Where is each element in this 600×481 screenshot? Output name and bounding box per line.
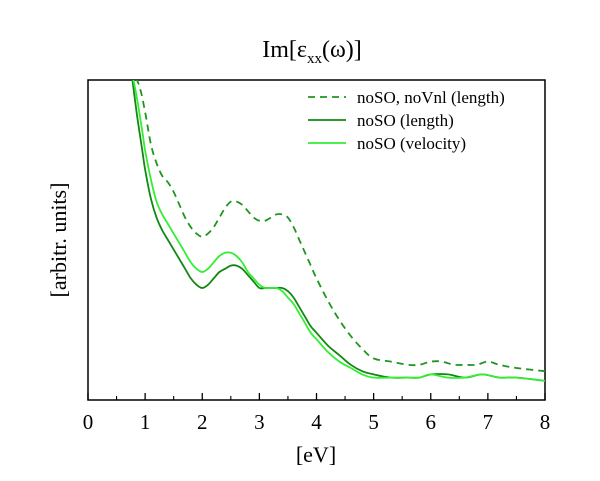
legend-label-noso-velocity: noSO (velocity) bbox=[357, 134, 466, 153]
chart-title-tail: (ω)] bbox=[322, 37, 362, 63]
series-layer bbox=[131, 80, 545, 382]
chart-title-main: Im[ε bbox=[262, 37, 307, 63]
x-tick-label-5: 5 bbox=[368, 410, 379, 434]
legend: noSO, noVnl (length) noSO (length) noSO (v… bbox=[308, 88, 505, 153]
x-axis-label: [eV] bbox=[296, 442, 336, 467]
x-tick-label-6: 6 bbox=[426, 410, 437, 434]
x-tick-label-8: 8 bbox=[540, 410, 551, 434]
x-tick-label-3: 3 bbox=[254, 410, 265, 434]
series-line-noso-novnl-length bbox=[135, 80, 545, 373]
series-line-noso-length bbox=[131, 80, 545, 382]
x-tick-label-7: 7 bbox=[483, 410, 494, 434]
chart-title: Im[εxx(ω)] bbox=[262, 37, 362, 67]
x-axis-ticks bbox=[87, 393, 546, 400]
plot-frame bbox=[87, 79, 546, 401]
legend-label-noso-length: noSO (length) bbox=[357, 111, 454, 130]
x-axis-tick-labels: 0 1 2 3 4 5 6 7 8 bbox=[83, 410, 551, 434]
chart-title-subscript: xx bbox=[307, 51, 323, 67]
x-tick-label-0: 0 bbox=[83, 410, 94, 434]
legend-label-noso-novnl-length: noSO, noVnl (length) bbox=[357, 88, 505, 107]
x-tick-label-1: 1 bbox=[140, 410, 151, 434]
x-tick-label-4: 4 bbox=[311, 410, 322, 434]
y-axis-label: [arbitr. units] bbox=[46, 183, 71, 298]
series-line-noso-velocity bbox=[132, 80, 545, 382]
x-tick-label-2: 2 bbox=[197, 410, 208, 434]
